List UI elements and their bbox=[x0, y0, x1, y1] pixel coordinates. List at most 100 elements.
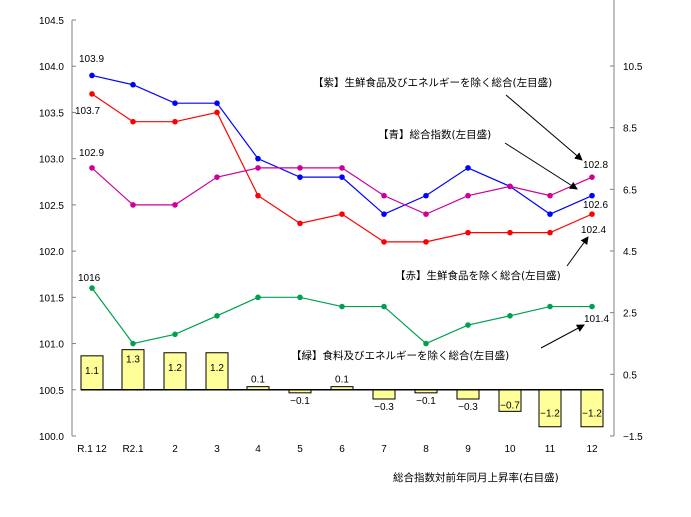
data-point bbox=[214, 313, 220, 319]
left-tick-label: 104.5 bbox=[39, 16, 64, 27]
left-tick-label: 100.0 bbox=[39, 432, 64, 443]
right-tick-label: 8.5 bbox=[623, 124, 637, 135]
data-point bbox=[507, 183, 513, 190]
bar-caption: 総合指数対前年同月上昇率(右目盛) bbox=[393, 471, 559, 484]
data-point bbox=[423, 192, 429, 199]
data-point bbox=[255, 165, 261, 171]
arrow-purple bbox=[505, 94, 583, 161]
data-point bbox=[423, 239, 429, 245]
value-label: 102.9 bbox=[79, 148, 104, 159]
data-point bbox=[255, 294, 261, 301]
left-tick-label: 101.0 bbox=[39, 340, 64, 351]
data-point bbox=[381, 239, 387, 245]
data-point bbox=[214, 174, 220, 180]
bar bbox=[456, 389, 480, 400]
data-point bbox=[255, 192, 261, 199]
bar-value-label: −0.1 bbox=[290, 396, 310, 407]
data-point bbox=[297, 220, 303, 227]
left-tick-label: 103.0 bbox=[39, 155, 64, 166]
data-point bbox=[381, 303, 387, 310]
data-point bbox=[172, 202, 178, 208]
series-line bbox=[91, 287, 592, 345]
x-tick-label: 12 bbox=[586, 444, 598, 455]
data-point bbox=[172, 100, 178, 106]
data-point bbox=[130, 340, 136, 347]
data-point bbox=[589, 303, 595, 310]
series-line bbox=[91, 74, 593, 215]
data-point bbox=[255, 155, 261, 162]
bar-value-label: −1.2 bbox=[582, 408, 602, 419]
left-tick-label: 100.5 bbox=[39, 386, 64, 397]
value-label: 1016 bbox=[78, 273, 101, 284]
data-point bbox=[589, 192, 595, 199]
data-point bbox=[172, 118, 178, 125]
bar-value-label: 0.1 bbox=[251, 375, 265, 386]
data-point bbox=[339, 211, 345, 217]
data-point bbox=[589, 211, 595, 217]
bar-value-label: 1.1 bbox=[85, 366, 99, 377]
axes: 100.0 100.5 101.0 101.5 102.0 102.5 103.0 103.5… bbox=[39, 0, 643, 443]
data-point bbox=[547, 192, 553, 199]
value-label: 102.4 bbox=[581, 225, 606, 236]
data-point bbox=[297, 165, 303, 171]
bar-value-label: −0.3 bbox=[458, 402, 478, 413]
data-point bbox=[465, 165, 471, 171]
data-point bbox=[423, 211, 429, 217]
data-point bbox=[297, 174, 303, 180]
x-tick-label: 5 bbox=[297, 444, 303, 455]
data-point bbox=[214, 100, 220, 106]
value-label: 101.4 bbox=[584, 314, 609, 325]
value-label: 102.6 bbox=[583, 200, 608, 211]
label-green: 【緑】食料及びエネルギーを除く総合(左目盛) bbox=[291, 349, 509, 362]
left-tick-label: 102.0 bbox=[39, 247, 64, 258]
data-point bbox=[465, 229, 471, 236]
data-point bbox=[89, 285, 95, 291]
right-tick-label: 6.5 bbox=[623, 185, 637, 196]
bar-value-label: −1.2 bbox=[540, 408, 560, 419]
bar bbox=[372, 389, 396, 400]
value-label: 103.9 bbox=[79, 54, 104, 65]
data-point bbox=[172, 331, 178, 338]
data-point bbox=[130, 81, 136, 88]
data-point bbox=[130, 202, 136, 208]
data-point bbox=[423, 340, 429, 347]
x-tick-label: R.1 12 bbox=[77, 444, 107, 455]
right-tick-label: −1.5 bbox=[623, 432, 643, 443]
left-tick-label: 104.0 bbox=[39, 62, 64, 73]
arrow-red bbox=[566, 236, 589, 267]
data-point bbox=[547, 303, 553, 310]
data-point bbox=[465, 322, 471, 328]
left-tick-label: 101.5 bbox=[39, 293, 64, 304]
data-point bbox=[547, 211, 553, 217]
x-tick-label: 3 bbox=[214, 444, 220, 455]
data-point bbox=[339, 174, 345, 180]
data-point bbox=[339, 165, 345, 171]
data-point bbox=[297, 294, 303, 301]
right-tick-label: 0.5 bbox=[623, 370, 637, 381]
x-tick-label: 4 bbox=[255, 444, 261, 455]
bar-series: 1.1 1.3 1.2 1.2 0.1 −0.1 0.1 −0.3 −0.1 −0.3 −0.7 −1… bbox=[80, 349, 604, 428]
label-purple: 【紫】生鮮食品及びエネルギーを除く総合(左目盛) bbox=[313, 76, 552, 89]
value-label: 103.7 bbox=[75, 106, 100, 117]
annotations: 【紫】生鮮食品及びエネルギーを除く総合(左目盛) 【青】総合指数(左目盛) 【赤… bbox=[291, 76, 589, 484]
data-point bbox=[214, 109, 220, 116]
data-point bbox=[89, 72, 95, 79]
bar-value-label: 1.2 bbox=[210, 363, 224, 374]
bar-value-label: −0.7 bbox=[500, 401, 520, 412]
bar-value-label: 1.3 bbox=[126, 355, 140, 366]
data-point bbox=[339, 303, 345, 310]
data-point bbox=[89, 91, 95, 97]
bar-value-label: −0.1 bbox=[416, 396, 436, 407]
value-label: 102.8 bbox=[583, 160, 608, 171]
x-tick-label: 10 bbox=[504, 444, 516, 455]
data-point bbox=[130, 118, 136, 125]
x-tick-label: R2.1 bbox=[122, 444, 144, 455]
x-axis-labels: R.1 12 R2.1 2 3 4 5 6 7 8 9 10 11 12 bbox=[77, 444, 598, 455]
x-tick-label: 11 bbox=[545, 444, 556, 455]
data-point bbox=[507, 313, 513, 319]
data-point bbox=[381, 211, 387, 217]
data-point bbox=[589, 174, 595, 180]
bar-value-label: −0.3 bbox=[374, 402, 394, 413]
data-point bbox=[381, 192, 387, 199]
